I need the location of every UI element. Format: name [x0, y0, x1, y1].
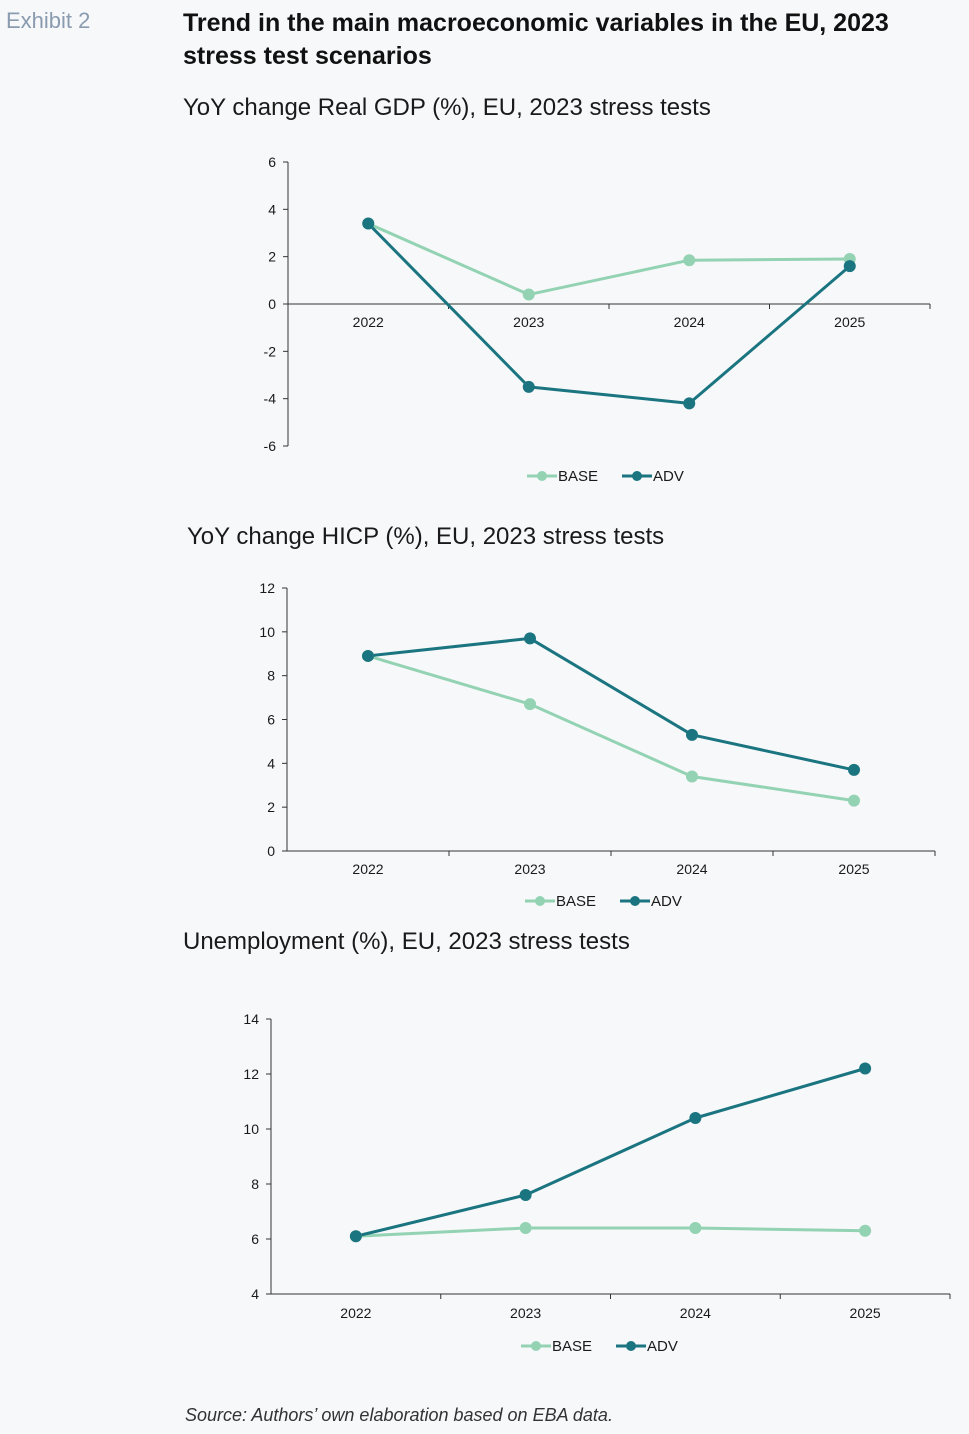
x-tick-label: 2024 [674, 314, 705, 330]
source-note: Source: Authors’ own elaboration based o… [185, 1405, 613, 1425]
y-tick-label: 2 [268, 249, 276, 265]
y-tick-label: 0 [268, 296, 276, 312]
x-tick-label: 2023 [514, 861, 545, 877]
data-point-adv [686, 728, 698, 741]
gdp-chart: -6 -4 -2 0 2 4 6 2022 2023 2024 2025 BASE ADV [264, 154, 931, 485]
legend-label-base: BASE [558, 468, 598, 485]
legend-marker-adv [626, 1341, 636, 1351]
data-point-base [848, 794, 860, 807]
x-tick-label: 2024 [676, 861, 707, 877]
y-tick-label: 4 [251, 1286, 259, 1302]
x-tick-label: 2025 [838, 861, 869, 877]
legend-marker-base [537, 471, 547, 481]
chart-title-unemployment: Unemployment (%), EU, 2023 stress tests [183, 928, 630, 955]
y-tick-label: -4 [264, 391, 277, 407]
data-point-adv [362, 649, 374, 662]
y-tick-label: 8 [267, 668, 275, 684]
hicp-chart: 0 2 4 6 8 10 12 2022 2023 2024 2025 BASE ADV [259, 580, 936, 910]
x-tick-label: 2025 [850, 1305, 881, 1321]
legend-marker-adv [630, 896, 640, 906]
x-tick-label: 2023 [510, 1305, 541, 1321]
data-point-adv [349, 1230, 362, 1243]
legend-label-adv: ADV [653, 468, 684, 485]
data-point-base [522, 288, 535, 301]
data-point-base [686, 770, 698, 783]
data-point-base [683, 254, 696, 267]
data-point-adv [362, 217, 375, 230]
page-title: Trend in the main macroeconomic variable… [183, 9, 889, 70]
legend-label-adv: ADV [647, 1338, 678, 1355]
data-point-base [519, 1222, 532, 1234]
legend-marker-base [535, 896, 545, 906]
chart-title-gdp: YoY change Real GDP (%), EU, 2023 stress… [183, 94, 711, 121]
data-point-base [859, 1224, 872, 1237]
legend-marker-base [531, 1341, 541, 1351]
y-tick-label: 6 [267, 712, 275, 728]
y-tick-label: -2 [264, 343, 277, 359]
y-tick-label: 0 [267, 843, 275, 859]
data-point-base [524, 698, 536, 711]
data-point-adv [522, 380, 535, 393]
y-tick-label: 10 [259, 624, 275, 640]
y-tick-label: -6 [264, 438, 277, 454]
y-tick-label: 12 [243, 1066, 259, 1082]
x-tick-label: 2022 [352, 861, 383, 877]
legend-label-base: BASE [552, 1338, 592, 1355]
y-tick-label: 10 [243, 1121, 259, 1137]
unemployment-chart: 4 6 8 10 12 14 2022 2023 2024 2025 BASE ADV [243, 1011, 951, 1355]
series-line-base [367, 222, 850, 297]
legend-label-adv: ADV [651, 893, 682, 910]
x-tick-label: 2022 [353, 314, 384, 330]
data-point-adv [524, 632, 536, 645]
series-line-adv [367, 636, 855, 772]
y-tick-label: 4 [268, 201, 276, 217]
x-tick-label: 2022 [340, 1305, 371, 1321]
x-tick-label: 2023 [513, 314, 544, 330]
data-point-adv [843, 260, 856, 273]
data-point-adv [683, 397, 696, 410]
series-line-adv [367, 222, 851, 405]
x-tick-label: 2024 [680, 1305, 711, 1321]
y-tick-label: 14 [243, 1011, 259, 1027]
data-point-adv [519, 1189, 532, 1201]
series-line-adv [355, 1067, 866, 1238]
data-point-adv [859, 1062, 872, 1075]
y-tick-label: 2 [267, 799, 275, 815]
y-tick-label: 12 [259, 580, 275, 596]
y-tick-label: 6 [268, 154, 276, 170]
series-line-base [367, 654, 855, 803]
series-line-base [355, 1226, 866, 1238]
y-tick-label: 4 [267, 755, 275, 771]
data-point-base [689, 1222, 702, 1234]
chart-title-hicp: YoY change HICP (%), EU, 2023 stress tes… [187, 523, 665, 550]
exhibit-label: Exhibit 2 [6, 8, 91, 33]
data-point-adv [848, 763, 860, 776]
y-tick-label: 6 [251, 1231, 259, 1247]
legend-marker-adv [632, 471, 642, 481]
legend-label-base: BASE [556, 893, 596, 910]
x-tick-label: 2025 [834, 314, 865, 330]
y-tick-label: 8 [251, 1176, 259, 1192]
data-point-adv [689, 1112, 702, 1124]
